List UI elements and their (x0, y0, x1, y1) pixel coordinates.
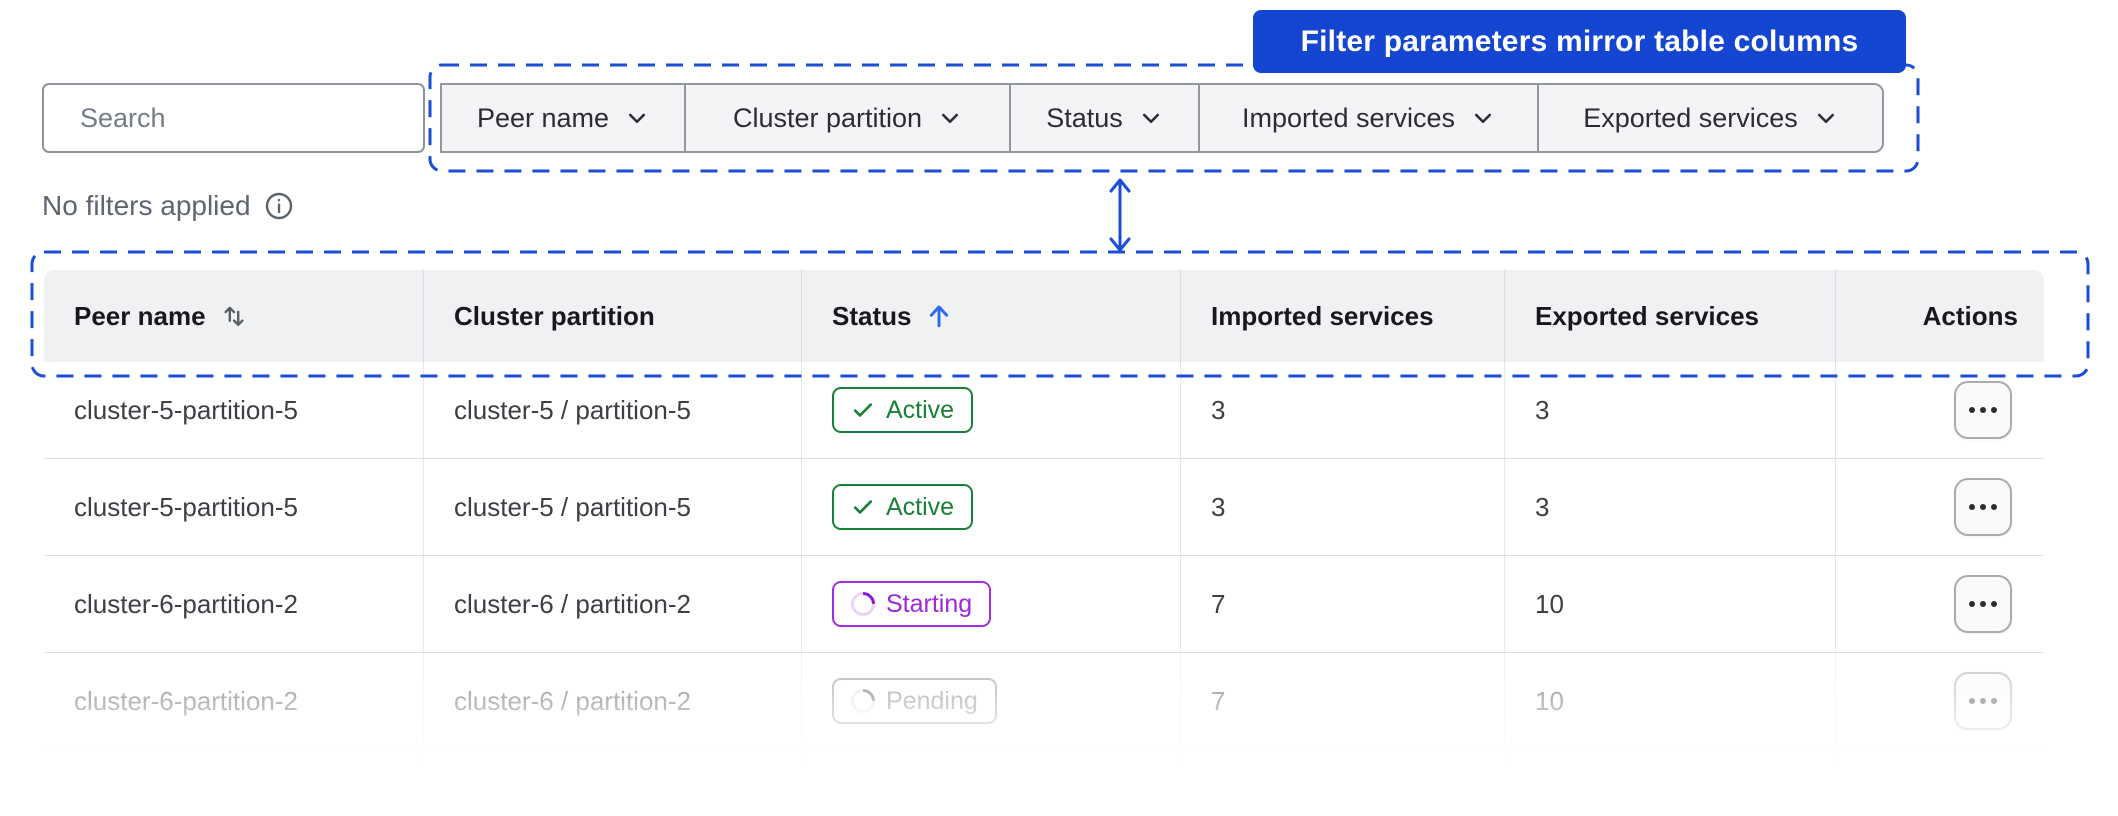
cell-peer-name: cluster-6-partition-2 (44, 556, 424, 652)
column-header-exported-services[interactable]: Exported services (1505, 270, 1836, 362)
cell-exported-services: 3 (1505, 459, 1836, 555)
cell-status: Starting (802, 556, 1181, 652)
column-header-imported-services[interactable]: Imported services (1181, 270, 1505, 362)
column-header-actions: Actions (1836, 270, 2044, 362)
table-row: cluster-5-partition-5 cluster-5 / partit… (44, 362, 2044, 459)
status-label: Active (886, 492, 955, 521)
cell-imported-services: 7 (1181, 556, 1505, 652)
cell-exported-services: 10 (1505, 653, 1836, 749)
cell-imported-services: 3 (1181, 362, 1505, 458)
column-label: Actions (1922, 300, 2018, 331)
chevron-down-icon (1142, 113, 1159, 124)
filters-status-text: No filters applied (42, 190, 251, 221)
chevron-down-icon (1475, 113, 1492, 124)
overflow-menu-button[interactable] (1954, 381, 2012, 439)
table-header-row: Peer name Cluster partition Status Impor… (44, 270, 2044, 362)
filter-exported-services[interactable]: Exported services (1539, 85, 1882, 151)
column-label: Imported services (1211, 300, 1434, 331)
status-badge: Active (832, 484, 974, 530)
cell-cluster-partition: cluster-6 / partition-2 (424, 556, 802, 652)
filter-label: Imported services (1241, 102, 1456, 133)
search-box[interactable] (42, 83, 434, 153)
sort-ascending-icon (930, 305, 949, 328)
cell-actions (1836, 556, 2044, 652)
status-label: Active (886, 395, 955, 424)
chevron-down-icon (629, 113, 646, 124)
cell-peer-name: cluster-5-partition-5 (44, 459, 424, 555)
chevron-down-icon (1817, 113, 1834, 124)
column-header-status[interactable]: Status (802, 270, 1181, 362)
checkmark-icon (853, 500, 873, 514)
mirror-arrow-icon (1109, 178, 1131, 252)
cell-peer-name: cluster-6-partition-2 (44, 653, 424, 749)
overflow-menu-button[interactable] (1954, 575, 2012, 633)
filter-imported-services[interactable]: Imported services (1200, 85, 1539, 151)
filter-label: Cluster partition (732, 102, 923, 133)
table-row: cluster-6-partition-2 cluster-6 / partit… (44, 653, 2044, 750)
filter-cluster-partition[interactable]: Cluster partition (686, 85, 1011, 151)
spinner-icon (846, 684, 880, 718)
cell-status: Active (802, 459, 1181, 555)
column-header-cluster-partition[interactable]: Cluster partition (424, 270, 802, 362)
search-input[interactable] (80, 102, 434, 134)
column-header-peer-name[interactable]: Peer name (44, 270, 424, 362)
status-badge: Pending (832, 678, 997, 724)
table-row: cluster-6-partition-2 cluster-6 / partit… (44, 556, 2044, 653)
cell-actions (1836, 459, 2044, 555)
filters-status-line: No filters applied (42, 190, 295, 222)
cell-exported-services: 3 (1505, 362, 1836, 458)
table-row: cluster-5-partition-5 cluster-5 / partit… (44, 459, 2044, 556)
checkmark-icon (853, 403, 873, 417)
filter-status[interactable]: Status (1011, 85, 1200, 151)
cell-exported-services: 10 (1505, 556, 1836, 652)
chevron-down-icon (942, 113, 959, 124)
filter-label: Status (1046, 102, 1123, 133)
filter-bar: Peer name Cluster partition Status Impor… (440, 83, 1884, 153)
column-label: Peer name (74, 300, 206, 331)
status-badge: Active (832, 387, 974, 433)
cell-cluster-partition: cluster-6 / partition-2 (424, 653, 802, 749)
cell-actions (1836, 653, 2044, 749)
peers-table: Peer name Cluster partition Status Impor… (44, 270, 2044, 766)
column-label: Status (832, 300, 912, 331)
cell-cluster-partition: cluster-5 / partition-5 (424, 362, 802, 458)
cell-cluster-partition: cluster-5 / partition-5 (424, 459, 802, 555)
spinner-icon (846, 587, 880, 621)
callout-label: Filter parameters mirror table columns (1300, 24, 1859, 58)
info-icon[interactable] (263, 190, 295, 222)
sort-both-icon (223, 306, 244, 327)
cell-imported-services: 7 (1181, 653, 1505, 749)
ellipsis-icon (1969, 407, 1975, 413)
callout-banner: Filter parameters mirror table columns (1253, 10, 1906, 73)
cell-peer-name: cluster-5-partition-5 (44, 362, 424, 458)
status-label: Pending (886, 686, 978, 715)
status-label: Starting (886, 589, 973, 618)
filter-label: Exported services (1583, 102, 1798, 133)
cell-status: Active (802, 362, 1181, 458)
ellipsis-icon (1969, 601, 1975, 607)
overflow-menu-button[interactable] (1954, 672, 2012, 730)
table-row-partial (44, 750, 2044, 766)
column-label: Exported services (1535, 300, 1760, 331)
ellipsis-icon (1969, 504, 1975, 510)
status-badge: Starting (832, 581, 992, 627)
overflow-menu-button[interactable] (1954, 478, 2012, 536)
column-label: Cluster partition (454, 300, 655, 331)
cell-imported-services: 3 (1181, 459, 1505, 555)
ellipsis-icon (1969, 698, 1975, 704)
filter-peer-name[interactable]: Peer name (442, 85, 686, 151)
cell-status: Pending (802, 653, 1181, 749)
cell-actions (1836, 362, 2044, 458)
filter-label: Peer name (476, 102, 610, 133)
